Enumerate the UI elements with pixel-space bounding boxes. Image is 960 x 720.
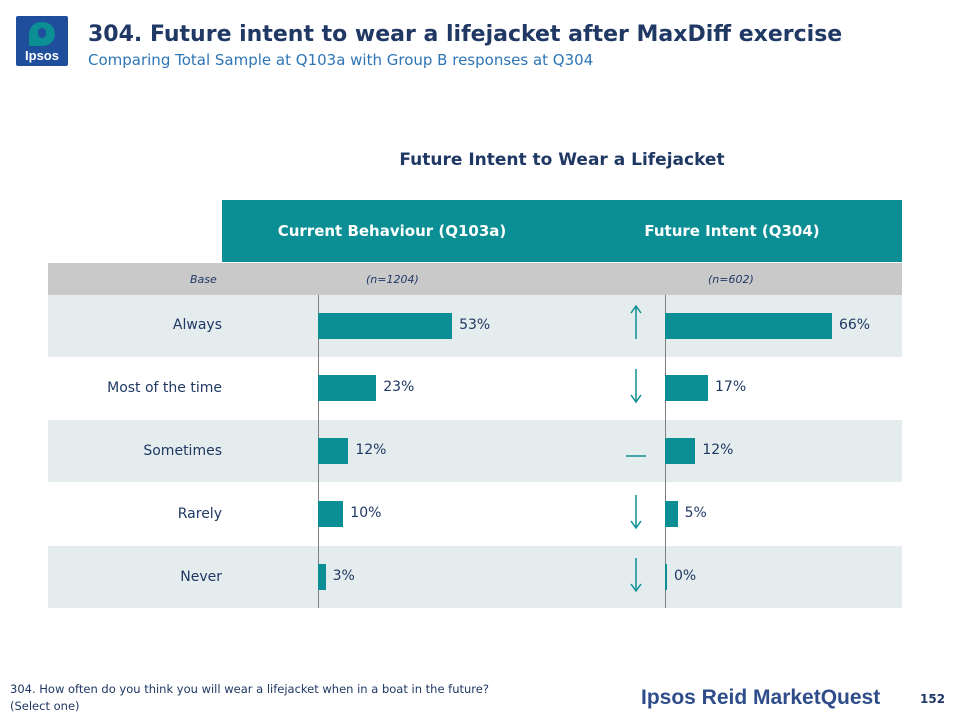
bar-1-never	[318, 564, 326, 590]
slide-subtitle: Comparing Total Sample at Q103a with Gro…	[88, 51, 594, 69]
footnote: 304. How often do you think you will wea…	[10, 681, 489, 715]
series-1-header: Current Behaviour (Q103a)	[277, 222, 507, 240]
data-label: 53%	[459, 317, 491, 333]
arrow-down-icon	[630, 369, 642, 404]
data-label: 66%	[838, 317, 871, 333]
data-label: 23%	[383, 379, 415, 395]
chart-title: Future Intent to Wear a Lifejacket	[399, 150, 725, 170]
data-label: 3%	[332, 568, 355, 584]
bar-2-most-of-the-time	[665, 375, 708, 401]
logo-mark-icon	[29, 22, 55, 46]
footnote-instruction: (Select one)	[10, 699, 80, 713]
bar-2-always	[665, 313, 832, 339]
bar-1-most-of-the-time	[318, 375, 377, 401]
row-band	[48, 546, 902, 608]
data-label: 0%	[674, 568, 697, 584]
bar-1-always	[318, 313, 453, 339]
base-label: Base	[190, 273, 217, 286]
arrow-down-icon	[630, 558, 642, 593]
footnote-question: 304. How often do you think you will wea…	[10, 682, 489, 696]
bar-2-sometimes	[665, 438, 696, 464]
bar-1-sometimes	[318, 438, 349, 464]
data-label: 17%	[715, 379, 747, 395]
data-label: 12%	[355, 442, 387, 458]
bar-2-never	[665, 564, 667, 590]
series-2-header: Future Intent (Q304)	[644, 222, 820, 240]
series-1-base: (n=1204)	[366, 273, 419, 286]
data-label: 10%	[350, 505, 382, 521]
brand-logo: Ipsos Reid MarketQuest	[641, 686, 881, 709]
base-row: Base (n=1204) (n=602)	[48, 263, 902, 295]
page-number: 152	[920, 692, 946, 706]
no-change-icon	[626, 455, 646, 457]
category-label-always: Always	[172, 317, 222, 333]
category-label-rarely: Rarely	[177, 506, 222, 522]
ipsos-logo: Ipsos	[16, 16, 68, 66]
category-label-most-of-the-time: Most of the time	[107, 380, 222, 396]
row-band	[48, 420, 902, 482]
arrow-up-icon	[630, 304, 642, 339]
logo-text: Ipsos	[25, 48, 59, 63]
bar-1-rarely	[318, 501, 344, 527]
category-label-sometimes: Sometimes	[143, 443, 222, 459]
chart-header: Current Behaviour (Q103a) Future Intent …	[222, 200, 902, 262]
series-2-base: (n=602)	[708, 273, 754, 286]
data-label: 12%	[702, 442, 734, 458]
slide-title: 304. Future intent to wear a lifejacket …	[88, 22, 843, 47]
category-label-never: Never	[180, 569, 222, 585]
bar-2-rarely	[665, 501, 678, 527]
data-label: 5%	[684, 505, 707, 521]
arrow-down-icon	[630, 495, 642, 530]
